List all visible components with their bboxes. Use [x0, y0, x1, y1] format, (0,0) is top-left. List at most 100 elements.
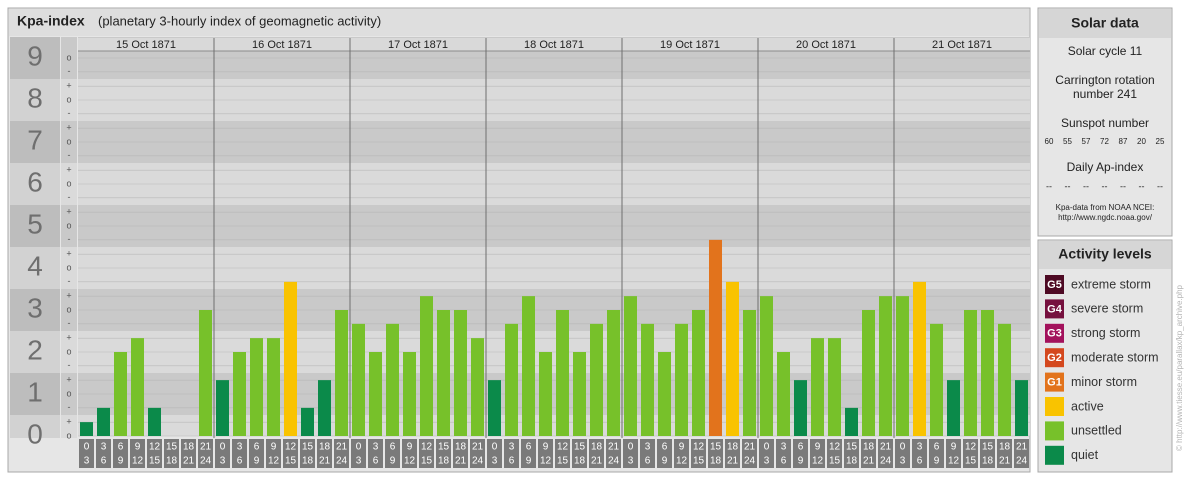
kp-bar: [981, 310, 994, 436]
y-tick-label: 6: [27, 166, 43, 197]
levels-title: Activity levels: [1058, 246, 1152, 262]
hour-label: 6: [237, 456, 243, 467]
hour-cell: [147, 439, 162, 468]
hour-label: 21: [319, 456, 331, 467]
carrington-line: Carrington rotation: [1055, 73, 1154, 87]
minor-tick-label: -: [68, 66, 71, 76]
hour-cell: [453, 439, 468, 468]
hour-cell: [470, 439, 485, 468]
legend-badge: G5: [1047, 279, 1062, 291]
date-header: [78, 38, 1030, 51]
y-tick-label: 0: [27, 418, 43, 449]
hour-label: 21: [472, 442, 484, 453]
hour-label: 21: [591, 456, 603, 467]
kp-bar: [148, 407, 161, 436]
hour-label: 9: [815, 442, 821, 453]
minor-band: [61, 331, 77, 373]
minor-tick-label: -: [68, 234, 71, 244]
hour-label: 3: [645, 442, 651, 453]
hour-label: 6: [509, 456, 515, 467]
kp-bar: [930, 323, 943, 436]
kp-bar: [879, 296, 892, 436]
hour-label: 9: [407, 442, 413, 453]
hour-cell: [334, 439, 349, 468]
legend-badge: G2: [1047, 352, 1062, 364]
hour-label: 9: [679, 442, 685, 453]
title-bar: [9, 9, 1029, 36]
minor-band: [61, 37, 77, 79]
hour-label: 12: [693, 442, 705, 453]
hour-label: 18: [166, 456, 178, 467]
hour-label: 15: [693, 456, 705, 467]
hour-label: 24: [744, 456, 756, 467]
hour-cell: [351, 439, 366, 468]
minor-band: [61, 247, 77, 289]
label-band: [10, 79, 60, 121]
hour-label: 15: [710, 442, 722, 453]
hour-cell: [861, 439, 876, 468]
hour-label: 3: [509, 442, 515, 453]
hour-label: 12: [132, 456, 144, 467]
hour-label: 12: [421, 442, 433, 453]
hour-label: 0: [84, 442, 90, 453]
hour-label: 15: [166, 442, 178, 453]
hour-label: 15: [149, 456, 161, 467]
minor-tick-label: o: [66, 220, 71, 230]
hour-label: 15: [438, 442, 450, 453]
legend-badge: G4: [1047, 303, 1063, 315]
chart-title: Kpa-index: [17, 13, 85, 29]
kp-bar: [403, 352, 416, 436]
hour-cell: [317, 439, 332, 468]
minor-tick-label: o: [66, 346, 71, 356]
kp-bar: [896, 296, 909, 436]
solar-title-bar: [1039, 9, 1171, 38]
hour-cell: [300, 439, 315, 468]
date-label: 17 Oct 1871: [388, 39, 448, 51]
kp-bar: [505, 323, 518, 436]
label-band: [10, 289, 60, 331]
legend-swatch: [1045, 323, 1064, 343]
hour-cell: [164, 439, 179, 468]
hour-cell: [538, 439, 553, 468]
label-band: [10, 121, 60, 163]
hour-cell: [708, 439, 723, 468]
hour-cell: [181, 439, 196, 468]
hour-label: 3: [84, 456, 90, 467]
legend-swatch: [1045, 372, 1064, 392]
hour-label: 3: [101, 442, 107, 453]
sunspot-value: 87: [1119, 137, 1128, 146]
minor-tick-label: -: [68, 108, 71, 118]
minor-tick-label: o: [66, 262, 71, 272]
ap-value: --: [1139, 181, 1145, 191]
hour-label: 18: [999, 442, 1011, 453]
kp-bar: [97, 407, 110, 436]
hour-label: 12: [149, 442, 161, 453]
hour-label: 3: [917, 442, 923, 453]
legend-badge: G1: [1047, 377, 1062, 389]
solar-title: Solar data: [1071, 15, 1139, 31]
hour-label: 3: [373, 442, 379, 453]
minor-tick-label: -: [68, 360, 71, 370]
hour-cell: [368, 439, 383, 468]
kp-bar: [369, 352, 382, 436]
minor-tick-label: o: [66, 52, 71, 62]
minor-tick-label: +: [66, 249, 71, 259]
hour-label: 9: [662, 456, 668, 467]
hour-label: 21: [336, 442, 348, 453]
minor-tick-label: +: [66, 333, 71, 343]
hour-label: 15: [846, 442, 858, 453]
kp-bar: [624, 296, 637, 436]
hour-label: 18: [574, 456, 586, 467]
hour-cell: [1014, 439, 1029, 468]
kp-bar: [777, 352, 790, 436]
label-band: [10, 331, 60, 373]
hour-label: 15: [574, 442, 586, 453]
hour-cell: [691, 439, 706, 468]
hour-cell: [436, 439, 451, 468]
y-tick-label: 3: [27, 292, 43, 323]
kp-bar: [573, 352, 586, 436]
hour-label: 9: [271, 442, 277, 453]
minor-band: [61, 415, 77, 438]
levels-title-bar: [1039, 241, 1171, 269]
hour-cell: [929, 439, 944, 468]
